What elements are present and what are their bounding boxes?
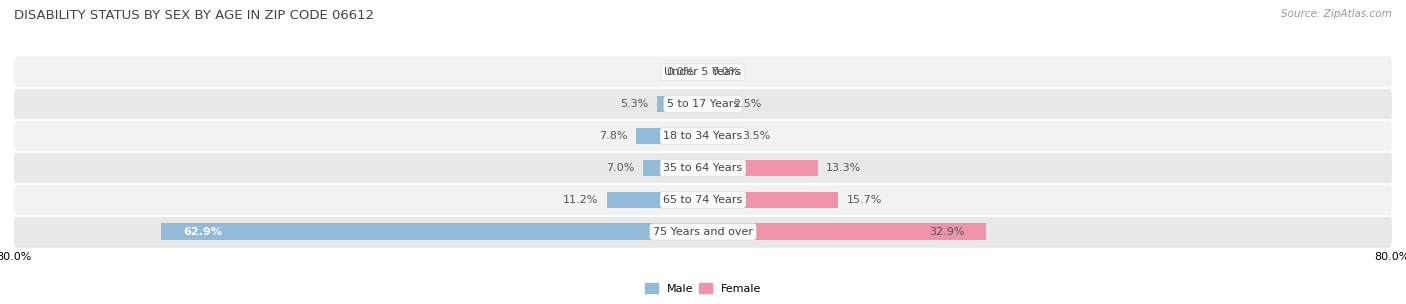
Text: 0.0%: 0.0% (666, 67, 695, 77)
Text: Under 5 Years: Under 5 Years (665, 67, 741, 77)
Bar (658, 96, 703, 112)
Text: 11.2%: 11.2% (562, 195, 598, 205)
FancyBboxPatch shape (14, 56, 1392, 88)
Text: 18 to 34 Years: 18 to 34 Years (664, 131, 742, 141)
Text: 13.3%: 13.3% (827, 163, 862, 173)
FancyBboxPatch shape (14, 152, 1392, 184)
Bar (703, 160, 817, 176)
Bar (643, 160, 703, 176)
Text: 15.7%: 15.7% (846, 195, 882, 205)
Text: Source: ZipAtlas.com: Source: ZipAtlas.com (1281, 9, 1392, 19)
Text: DISABILITY STATUS BY SEX BY AGE IN ZIP CODE 06612: DISABILITY STATUS BY SEX BY AGE IN ZIP C… (14, 9, 374, 22)
FancyBboxPatch shape (14, 184, 1392, 216)
Text: 75 Years and over: 75 Years and over (652, 227, 754, 237)
Bar (162, 223, 703, 240)
Bar (703, 128, 733, 144)
Text: 7.8%: 7.8% (599, 131, 627, 141)
Bar (703, 223, 987, 240)
Bar (606, 192, 703, 208)
Text: 5.3%: 5.3% (620, 99, 648, 109)
Text: 65 to 74 Years: 65 to 74 Years (664, 195, 742, 205)
Legend: Male, Female: Male, Female (640, 279, 766, 298)
FancyBboxPatch shape (14, 120, 1392, 152)
Bar (703, 192, 838, 208)
Text: 62.9%: 62.9% (183, 227, 222, 237)
Text: 32.9%: 32.9% (929, 227, 965, 237)
FancyBboxPatch shape (14, 216, 1392, 248)
Text: 7.0%: 7.0% (606, 163, 634, 173)
Bar (703, 96, 724, 112)
Text: 5 to 17 Years: 5 to 17 Years (666, 99, 740, 109)
FancyBboxPatch shape (14, 88, 1392, 120)
Text: 35 to 64 Years: 35 to 64 Years (664, 163, 742, 173)
Text: 2.5%: 2.5% (733, 99, 762, 109)
Bar (636, 128, 703, 144)
Text: 0.0%: 0.0% (711, 67, 740, 77)
Text: 3.5%: 3.5% (742, 131, 770, 141)
